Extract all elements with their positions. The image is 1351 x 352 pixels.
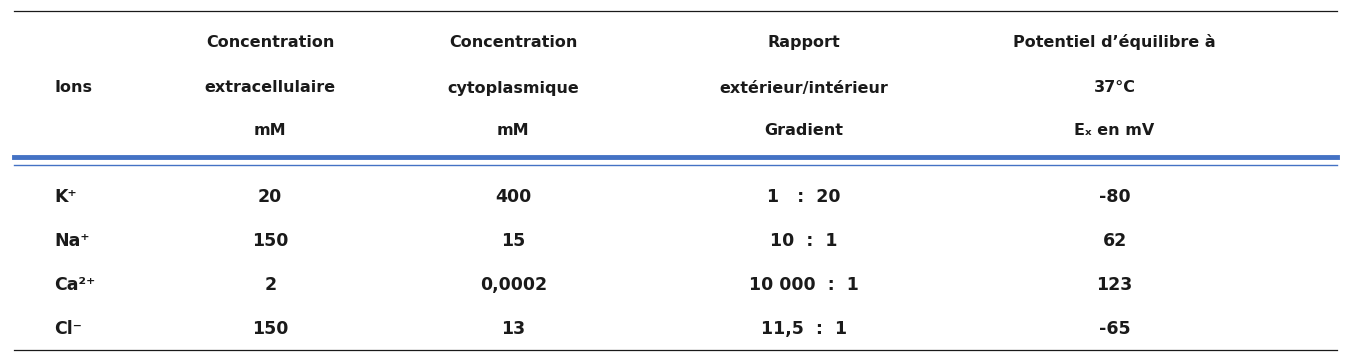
Text: -65: -65 bbox=[1098, 320, 1131, 338]
Text: extracellulaire: extracellulaire bbox=[204, 81, 336, 95]
Text: 10  :  1: 10 : 1 bbox=[770, 232, 838, 250]
Text: Rapport: Rapport bbox=[767, 35, 840, 50]
Text: Gradient: Gradient bbox=[765, 123, 843, 138]
Text: 150: 150 bbox=[253, 320, 288, 338]
Text: Ions: Ions bbox=[54, 81, 92, 95]
Text: Na⁺: Na⁺ bbox=[54, 232, 89, 250]
Text: mM: mM bbox=[254, 123, 286, 138]
Text: 11,5  :  1: 11,5 : 1 bbox=[761, 320, 847, 338]
Text: -80: -80 bbox=[1098, 188, 1131, 206]
Text: 62: 62 bbox=[1102, 232, 1127, 250]
Text: cytoplasmique: cytoplasmique bbox=[447, 81, 580, 95]
Text: 123: 123 bbox=[1097, 276, 1132, 294]
Text: 15: 15 bbox=[501, 232, 526, 250]
Text: 2: 2 bbox=[265, 276, 276, 294]
Text: 150: 150 bbox=[253, 232, 288, 250]
Text: 10 000  :  1: 10 000 : 1 bbox=[748, 276, 859, 294]
Text: 37°C: 37°C bbox=[1093, 81, 1136, 95]
Text: extérieur/intérieur: extérieur/intérieur bbox=[719, 81, 888, 95]
Text: mM: mM bbox=[497, 123, 530, 138]
Text: Ca²⁺: Ca²⁺ bbox=[54, 276, 96, 294]
Text: 400: 400 bbox=[496, 188, 531, 206]
Text: 20: 20 bbox=[258, 188, 282, 206]
Text: 0,0002: 0,0002 bbox=[480, 276, 547, 294]
Text: Concentration: Concentration bbox=[205, 35, 335, 50]
Text: Potentiel d’équilibre à: Potentiel d’équilibre à bbox=[1013, 34, 1216, 50]
Text: 1   :  20: 1 : 20 bbox=[767, 188, 840, 206]
Text: K⁺: K⁺ bbox=[54, 188, 77, 206]
Text: Concentration: Concentration bbox=[449, 35, 578, 50]
Text: 13: 13 bbox=[501, 320, 526, 338]
Text: Eₓ en mV: Eₓ en mV bbox=[1074, 123, 1155, 138]
Text: Cl⁻: Cl⁻ bbox=[54, 320, 82, 338]
